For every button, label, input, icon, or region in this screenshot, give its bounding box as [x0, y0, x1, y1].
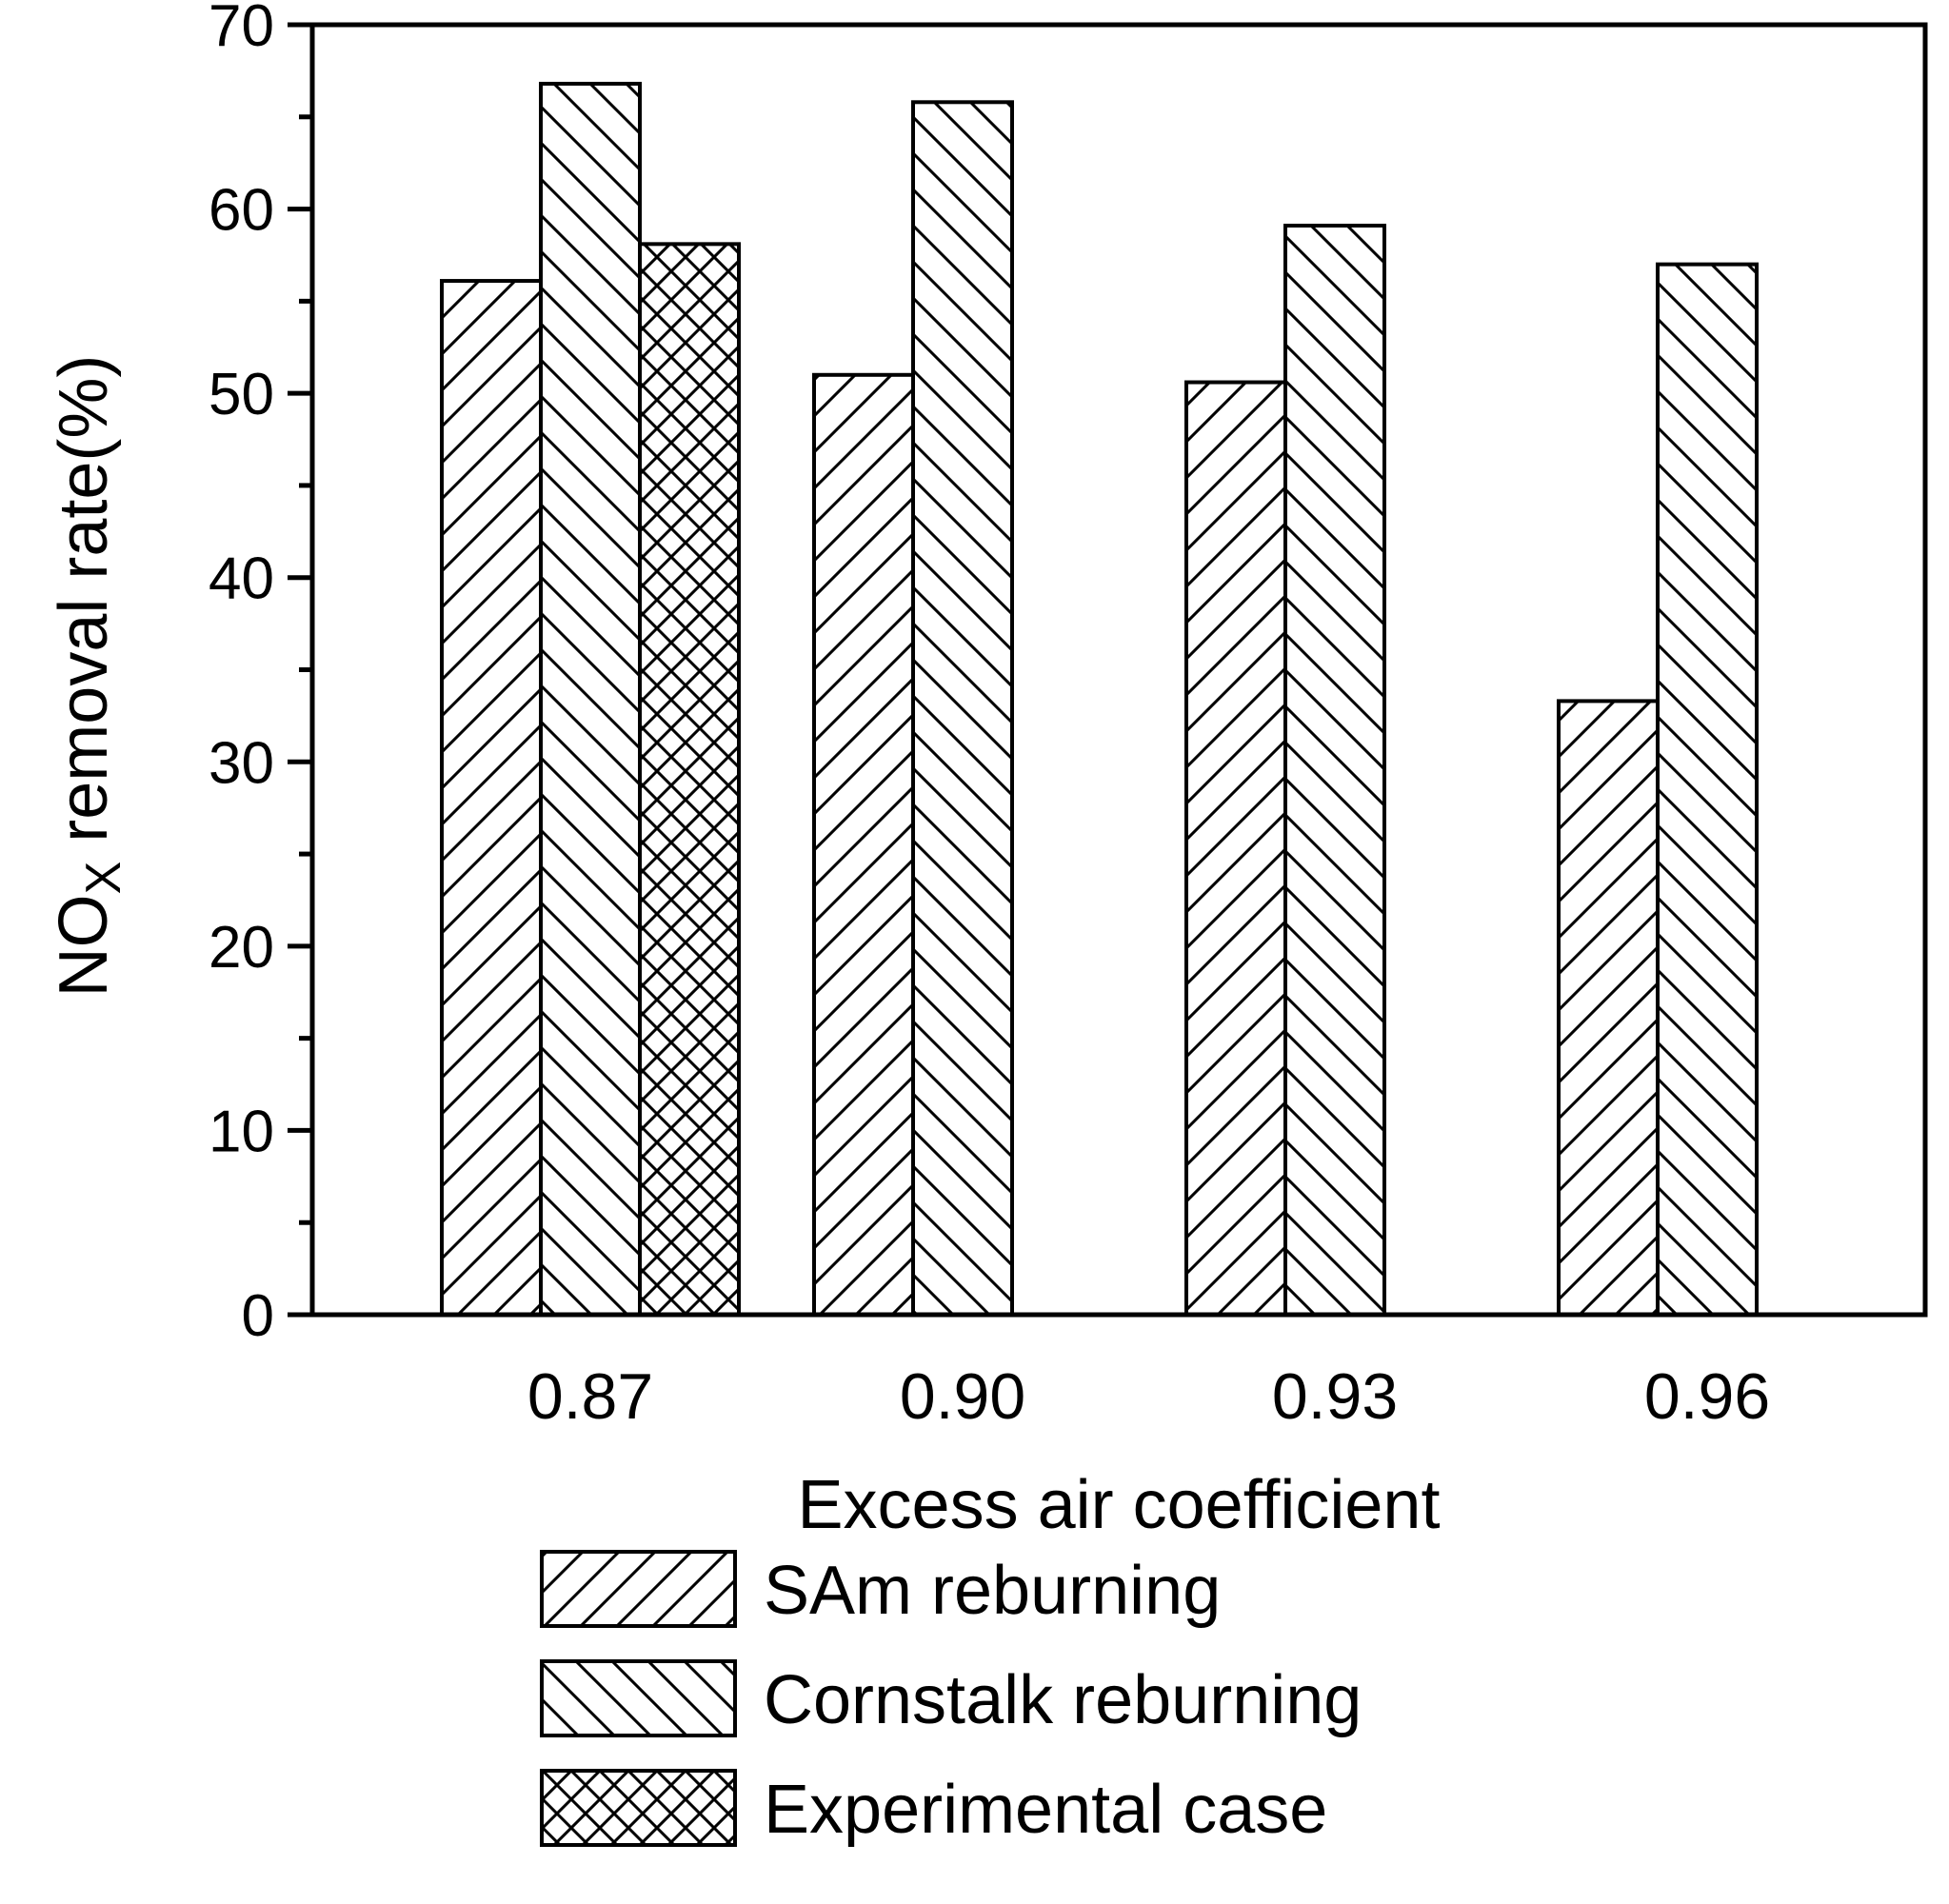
- y-axis-title: NOX removal rate(%): [46, 355, 131, 998]
- x-tick-label: 0.90: [900, 1360, 1025, 1433]
- legend-swatch-experimental-case: [540, 1769, 737, 1847]
- y-tick-label: 0: [242, 1283, 274, 1349]
- bar-cornstalk-reburning-0.93: [1283, 223, 1386, 1318]
- bar-sam-reburning-0.90: [812, 372, 915, 1317]
- bars-group: [440, 81, 1759, 1318]
- bar-experimental-case-0.87: [638, 242, 741, 1318]
- legend-label-cornstalk-reburning: Cornstalk reburning: [764, 1662, 1362, 1738]
- x-tick-label: 0.87: [527, 1360, 653, 1433]
- bar-sam-reburning-0.96: [1557, 699, 1660, 1317]
- x-tick-label: 0.96: [1644, 1360, 1770, 1433]
- y-tick-label: 40: [209, 546, 274, 612]
- legend-label-sam-reburning: SAm reburning: [764, 1553, 1221, 1629]
- y-tick-label: 20: [209, 915, 274, 981]
- y-axis-title-main: NO: [46, 894, 122, 997]
- legend: SAm reburning Cornstalk reburning Experime…: [540, 1550, 1362, 1848]
- y-axis-title-subscript: X: [76, 862, 131, 895]
- bar-sam-reburning-0.87: [440, 279, 543, 1317]
- bar-cornstalk-reburning-0.87: [539, 81, 642, 1317]
- legend-swatch-sam-reburning: [540, 1550, 737, 1628]
- y-tick-label: 60: [209, 178, 274, 244]
- legend-swatch-cornstalk-reburning: [540, 1659, 737, 1737]
- bar-cornstalk-reburning-0.90: [911, 100, 1014, 1317]
- y-tick-label: 30: [209, 730, 274, 796]
- bar-cornstalk-reburning-0.96: [1656, 262, 1759, 1318]
- x-tick-label: 0.93: [1272, 1360, 1398, 1433]
- y-axis-title-rest: removal rate(%): [46, 355, 122, 862]
- x-axis-title: Excess air coefficient: [798, 1467, 1441, 1543]
- y-tick-label: 70: [209, 0, 274, 59]
- plot-frame: [309, 22, 1928, 1318]
- bar-sam-reburning-0.93: [1184, 380, 1287, 1317]
- y-tick-label: 50: [209, 362, 274, 427]
- y-tick-label: 10: [209, 1099, 274, 1164]
- x-axis-tick-labels: 0.87 0.90 0.93 0.96: [527, 1360, 1770, 1433]
- y-axis-ticks: 0 10 20 30 40 50 60 70: [209, 0, 312, 1349]
- legend-label-experimental-case: Experimental case: [764, 1772, 1327, 1848]
